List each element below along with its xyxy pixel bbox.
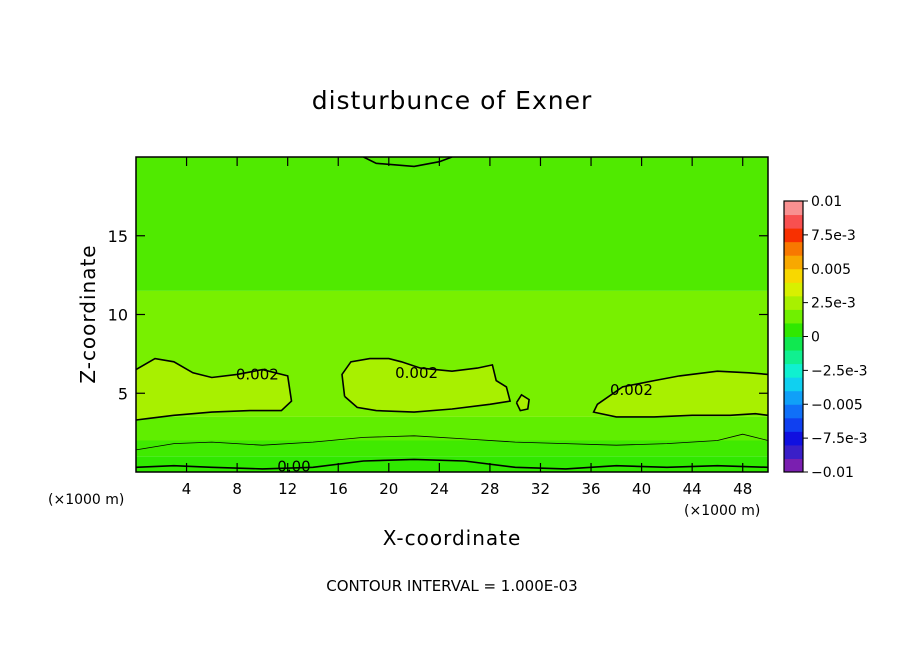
colorbar-level-16 — [784, 241, 803, 256]
x-unit-label-left: (×1000 m) — [48, 492, 125, 508]
contour-line-center — [341, 357, 512, 413]
colorbar-level-15 — [784, 255, 803, 270]
colorbar-tick-label-5: −2.5e-3 — [811, 363, 868, 379]
colorbar-level-3 — [784, 417, 803, 432]
colorbar-level-1 — [784, 444, 803, 459]
colorbar-tick-label-1: 7.5e-3 — [811, 228, 856, 244]
x-tick-label-24: 24 — [430, 480, 449, 498]
colorbar-level-18 — [784, 214, 803, 229]
colorbar-level-6 — [784, 377, 803, 392]
field-layer — [136, 157, 768, 472]
colorbar-level-11 — [784, 309, 803, 324]
field-band-0 — [136, 456, 768, 472]
colorbar: 0.01 7.5e-3 0.005 2.5e-3 0 −2.5e-3 −0.005 −7.5e… — [783, 194, 868, 481]
field-band-4 — [136, 157, 768, 291]
colorbar-level-2 — [784, 431, 803, 446]
colorbar-tick-label-3: 2.5e-3 — [811, 296, 856, 312]
colorbar-level-14 — [784, 268, 803, 283]
contour-layer: 0.002 0.002 0.002 0.00 — [136, 157, 768, 475]
contour-fill-center — [342, 358, 511, 413]
x-tick-label-28: 28 — [480, 480, 499, 498]
x-tick-label-12: 12 — [278, 480, 297, 498]
x-tick-label-36: 36 — [581, 480, 600, 498]
contour-line-islet — [515, 393, 530, 412]
y-tick-label-5: 5 — [118, 384, 128, 403]
contour-label-left: 0.002 — [236, 365, 279, 383]
x-tick-label-4: 4 — [182, 480, 192, 498]
colorbar-level-7 — [784, 363, 803, 378]
colorbar-tick-label-6: −0.005 — [811, 397, 863, 413]
contour-fill-left — [136, 358, 292, 420]
contour-label-bottom: 0.00 — [277, 457, 310, 475]
contour-line-low — [136, 433, 768, 451]
x-tick-label-44: 44 — [683, 480, 702, 498]
x-tick-label-8: 8 — [232, 480, 242, 498]
colorbar-level-19 — [784, 201, 803, 216]
colorbar-level-17 — [784, 228, 803, 243]
contour-line-top — [363, 157, 453, 168]
colorbar-level-10 — [784, 322, 803, 337]
colorbar-level-5 — [784, 390, 803, 405]
x-tick-label-32: 32 — [531, 480, 550, 498]
y-tick-label-15: 15 — [108, 227, 128, 246]
x-unit-label-right: (×1000 m) — [684, 503, 761, 519]
colorbar-tick-label-4: 0 — [811, 330, 820, 346]
y-tick-label-10: 10 — [108, 306, 128, 325]
colorbar-level-13 — [784, 282, 803, 297]
contour-line-left — [136, 357, 293, 421]
x-tick-label-16: 16 — [329, 480, 348, 498]
field-band-1 — [136, 440, 768, 457]
field-band-2 — [136, 416, 768, 441]
colorbar-tick-label-2: 0.005 — [811, 262, 851, 278]
contour-interval-note: CONTOUR INTERVAL = 1.000E-03 — [326, 577, 578, 595]
colorbar-tick-label-7: −7.5e-3 — [811, 431, 868, 447]
colorbar-level-4 — [784, 404, 803, 419]
colorbar-level-0 — [784, 458, 803, 473]
colorbar-tick-label-0: 0.01 — [811, 194, 842, 210]
colorbar-level-8 — [784, 350, 803, 365]
x-tick-label-48: 48 — [733, 480, 752, 498]
contour-label-center: 0.002 — [395, 364, 438, 382]
contour-label-right: 0.002 — [610, 381, 653, 399]
x-tick-label-40: 40 — [632, 480, 651, 498]
colorbar-tick-label-8: −0.01 — [811, 465, 854, 481]
x-tick-label-20: 20 — [379, 480, 398, 498]
chart-title: disturbunce of Exner — [311, 86, 593, 115]
colorbar-level-12 — [784, 295, 803, 310]
contour-line-right — [592, 370, 768, 418]
colorbar-level-9 — [784, 336, 803, 351]
contour-line-bottom — [136, 458, 768, 470]
contour-fill-right — [593, 371, 768, 417]
x-axis-label: X-coordinate — [382, 526, 522, 550]
